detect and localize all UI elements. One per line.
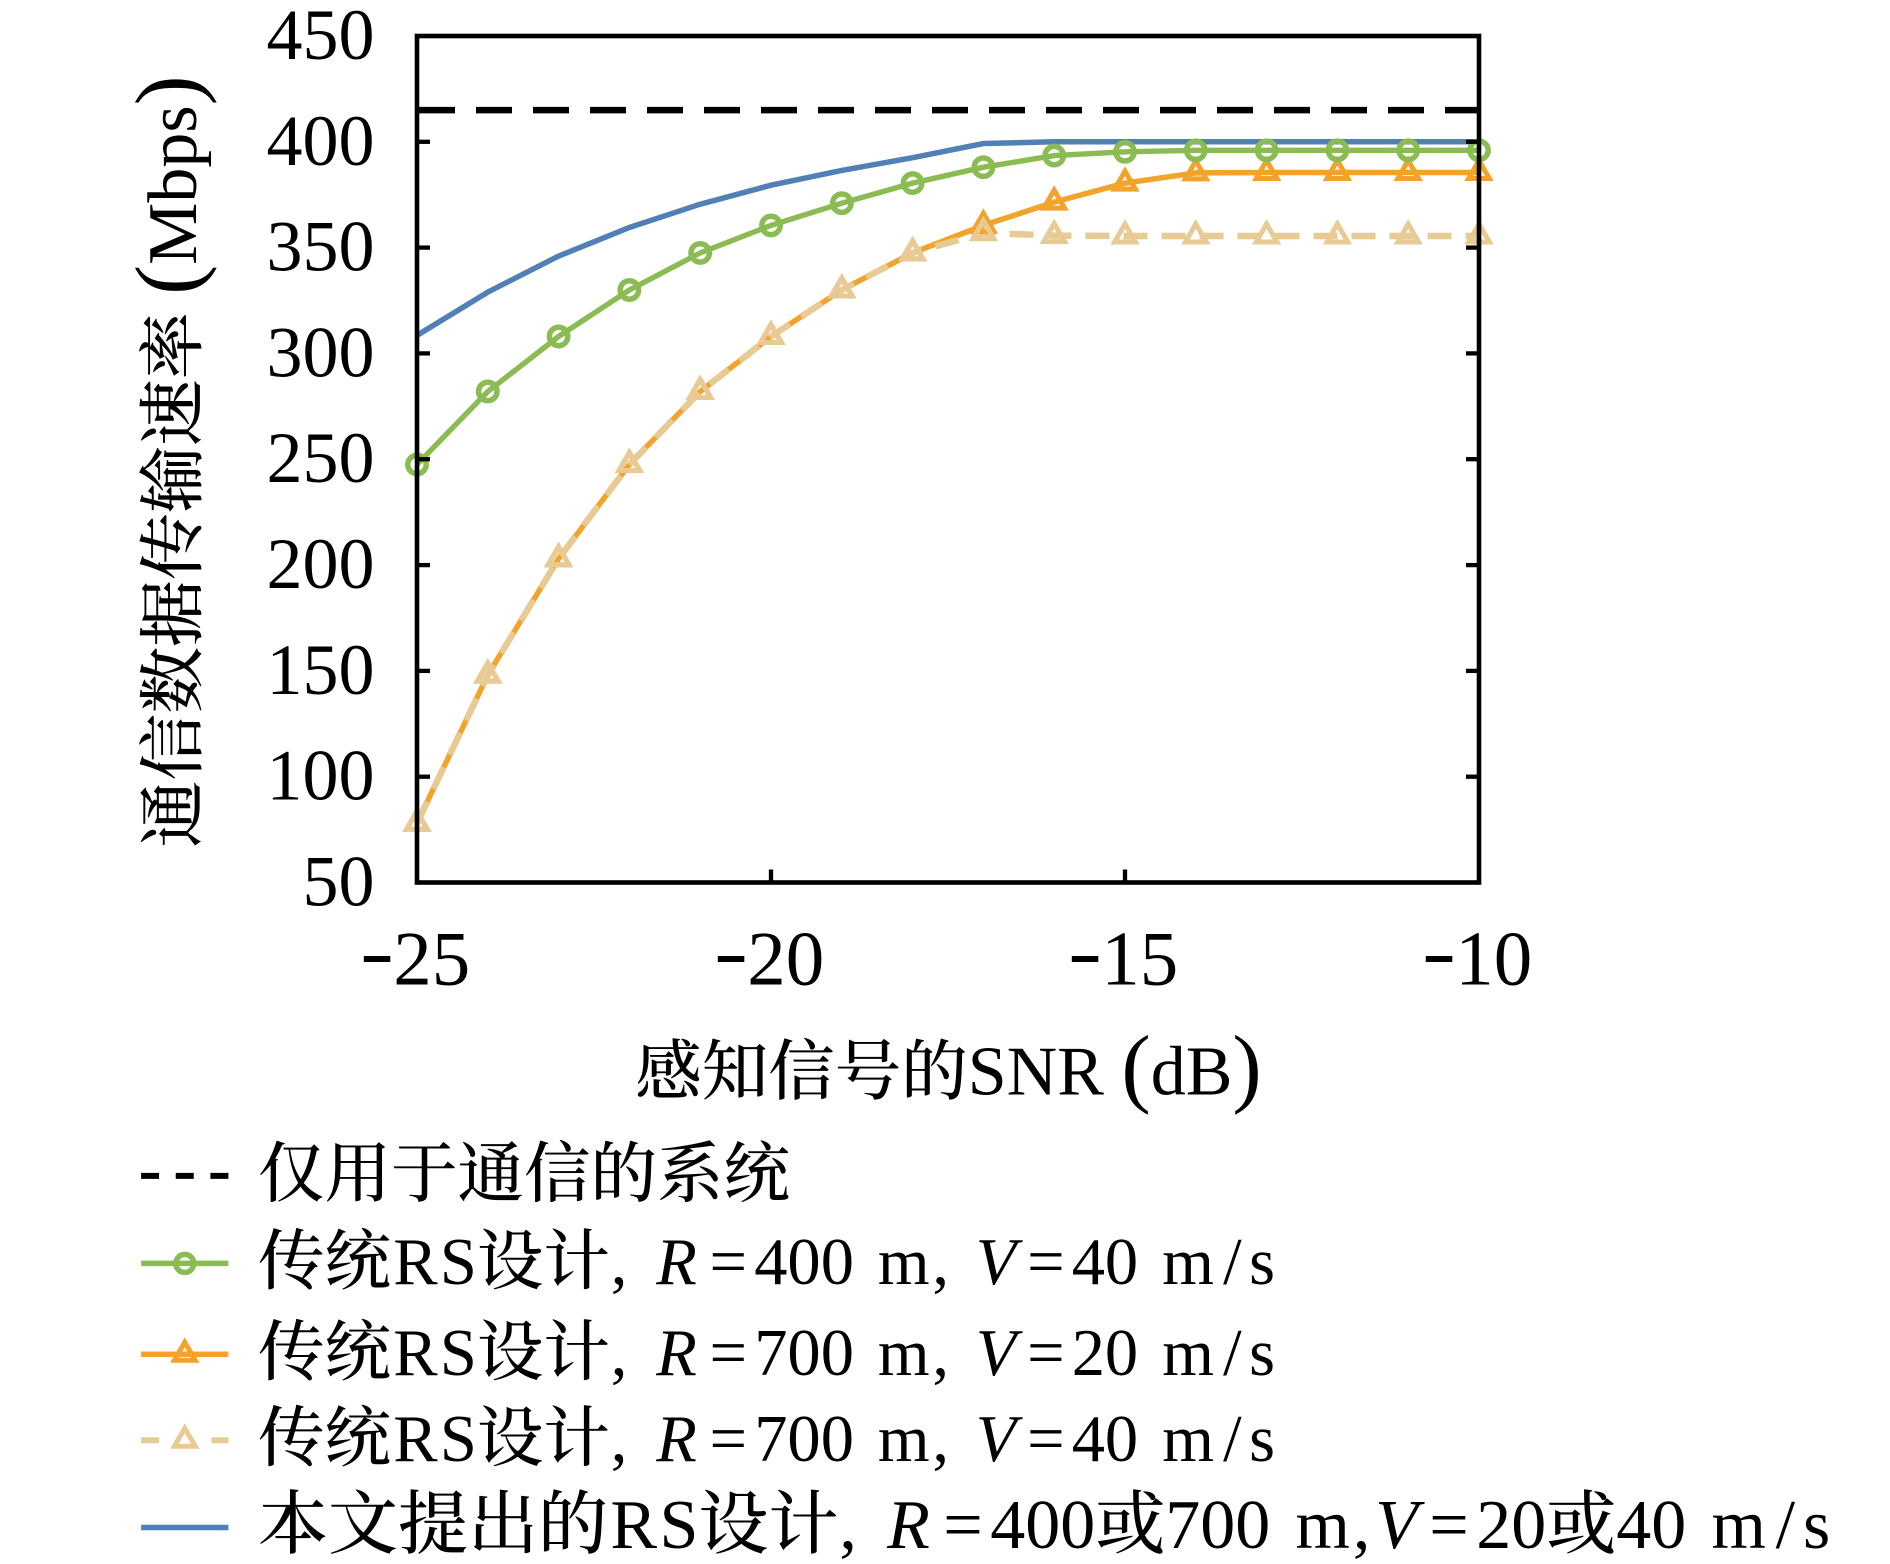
svg-text:25: 25	[393, 915, 470, 1001]
svg-text:,: ,	[839, 1487, 857, 1564]
svg-text:(: (	[119, 265, 218, 295]
svg-text:R: R	[886, 1487, 930, 1564]
svg-text:=700m,: =700m,	[710, 1317, 950, 1390]
svg-text:V: V	[1375, 1487, 1425, 1564]
svg-text:,: ,	[611, 1226, 628, 1299]
svg-text:V: V	[976, 1317, 1024, 1390]
svg-text:=20: =20	[1429, 1487, 1546, 1564]
svg-text:dB: dB	[1151, 1033, 1233, 1110]
svg-text:15: 15	[1101, 915, 1178, 1001]
svg-text:10: 10	[1455, 915, 1532, 1001]
svg-text:150: 150	[267, 630, 375, 710]
svg-text:V: V	[976, 1226, 1024, 1299]
svg-text:RS: RS	[393, 1317, 477, 1390]
svg-text:50: 50	[303, 842, 375, 922]
svg-text:): )	[119, 75, 218, 105]
svg-text:RS: RS	[610, 1487, 698, 1564]
svg-text:SNR: SNR	[968, 1033, 1104, 1110]
svg-text:100: 100	[267, 736, 375, 816]
svg-text:R: R	[655, 1226, 697, 1299]
svg-text:R: R	[655, 1403, 697, 1476]
svg-text:=700m,: =700m,	[710, 1403, 950, 1476]
svg-text:(: (	[1121, 1019, 1150, 1116]
svg-text:20: 20	[747, 915, 824, 1001]
svg-text:200: 200	[267, 524, 375, 604]
svg-text:=400m,: =400m,	[710, 1226, 950, 1299]
svg-text:=400: =400	[943, 1487, 1095, 1564]
svg-text:,: ,	[611, 1403, 628, 1476]
svg-text:300: 300	[267, 312, 375, 392]
svg-text:Mbps: Mbps	[135, 105, 212, 264]
svg-text:RS: RS	[393, 1403, 477, 1476]
svg-text:RS: RS	[393, 1226, 477, 1299]
svg-text:250: 250	[267, 418, 375, 498]
svg-text:V: V	[976, 1403, 1024, 1476]
svg-text:R: R	[655, 1317, 697, 1390]
svg-text:400: 400	[267, 101, 375, 181]
svg-text:40m/s: 40m/s	[1616, 1487, 1830, 1564]
svg-text:700m,: 700m,	[1165, 1487, 1370, 1564]
svg-text:350: 350	[267, 207, 375, 287]
svg-text:,: ,	[611, 1317, 628, 1390]
svg-text:): )	[1232, 1019, 1261, 1116]
svg-text:450: 450	[267, 0, 375, 75]
